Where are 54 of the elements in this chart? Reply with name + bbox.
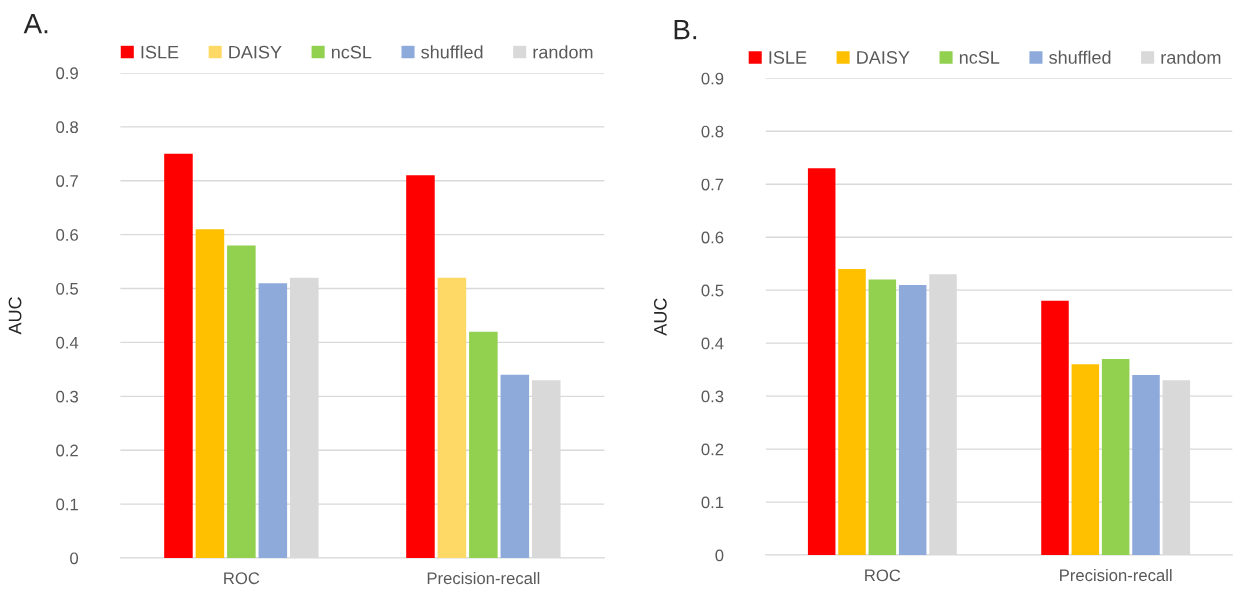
y-tick-label: 0.8: [701, 125, 724, 138]
y-tick-label: 0.2: [701, 443, 724, 456]
y-tick-label: 0: [715, 549, 724, 562]
legend-label: DAISY: [229, 45, 282, 59]
y-tick-label: 0.3: [56, 390, 78, 403]
bar: [164, 153, 193, 559]
y-tick-label: 0.9: [701, 72, 724, 85]
legend-label: ISLE: [769, 51, 807, 64]
y-tick-label: 0.7: [56, 175, 78, 187]
x-tick-label: Precision-recall: [427, 571, 540, 585]
bar: [1071, 364, 1100, 556]
bar: [807, 168, 836, 556]
bar: [1132, 374, 1160, 556]
bar: [406, 175, 435, 559]
y-tick-label: 0.5: [701, 284, 724, 297]
x-tick-label: Precision-recall: [1060, 568, 1172, 582]
bar: [227, 245, 256, 559]
y-axis-title: AUC: [653, 298, 667, 336]
bar: [195, 229, 225, 559]
y-tick-label: 0.6: [701, 231, 724, 244]
bar: [500, 374, 530, 559]
legend-label: ncSL: [959, 51, 1000, 64]
y-axis-title: AUC: [8, 297, 22, 335]
bar: [898, 284, 927, 556]
legend-label: random: [533, 45, 593, 59]
bar: [838, 268, 866, 556]
y-tick-label: 0.1: [701, 496, 724, 509]
chart-title: B.: [674, 20, 697, 40]
legend-label: ncSL: [331, 45, 372, 59]
legend-label: DAISY: [857, 51, 910, 64]
bar: [469, 331, 498, 559]
x-tick-label: ROC: [224, 572, 260, 585]
y-tick-label: 0.7: [701, 178, 724, 191]
y-tick-label: 0.8: [56, 121, 78, 134]
y-tick-label: 0.4: [701, 337, 724, 350]
x-tick-label: ROC: [865, 569, 901, 582]
y-tick-label: 0.6: [56, 229, 78, 241]
legend-label: shuffled: [421, 45, 483, 59]
chart-title: A.: [23, 14, 48, 34]
bar: [1101, 359, 1130, 556]
y-tick-label: 0: [70, 552, 79, 565]
bar: [1041, 300, 1069, 556]
bar: [868, 279, 897, 556]
legend-label: shuffled: [1049, 50, 1111, 64]
y-tick-label: 0.3: [701, 390, 724, 403]
bar: [258, 283, 288, 559]
y-tick-label: 0.2: [56, 444, 78, 457]
y-tick-label: 0.9: [56, 67, 78, 80]
y-tick-label: 0.1: [56, 498, 78, 511]
legend-label: random: [1161, 50, 1221, 64]
y-tick-label: 0.5: [56, 282, 79, 295]
y-tick-label: 0.4: [56, 336, 79, 349]
legend-label: ISLE: [141, 45, 179, 59]
bar: [437, 277, 467, 559]
